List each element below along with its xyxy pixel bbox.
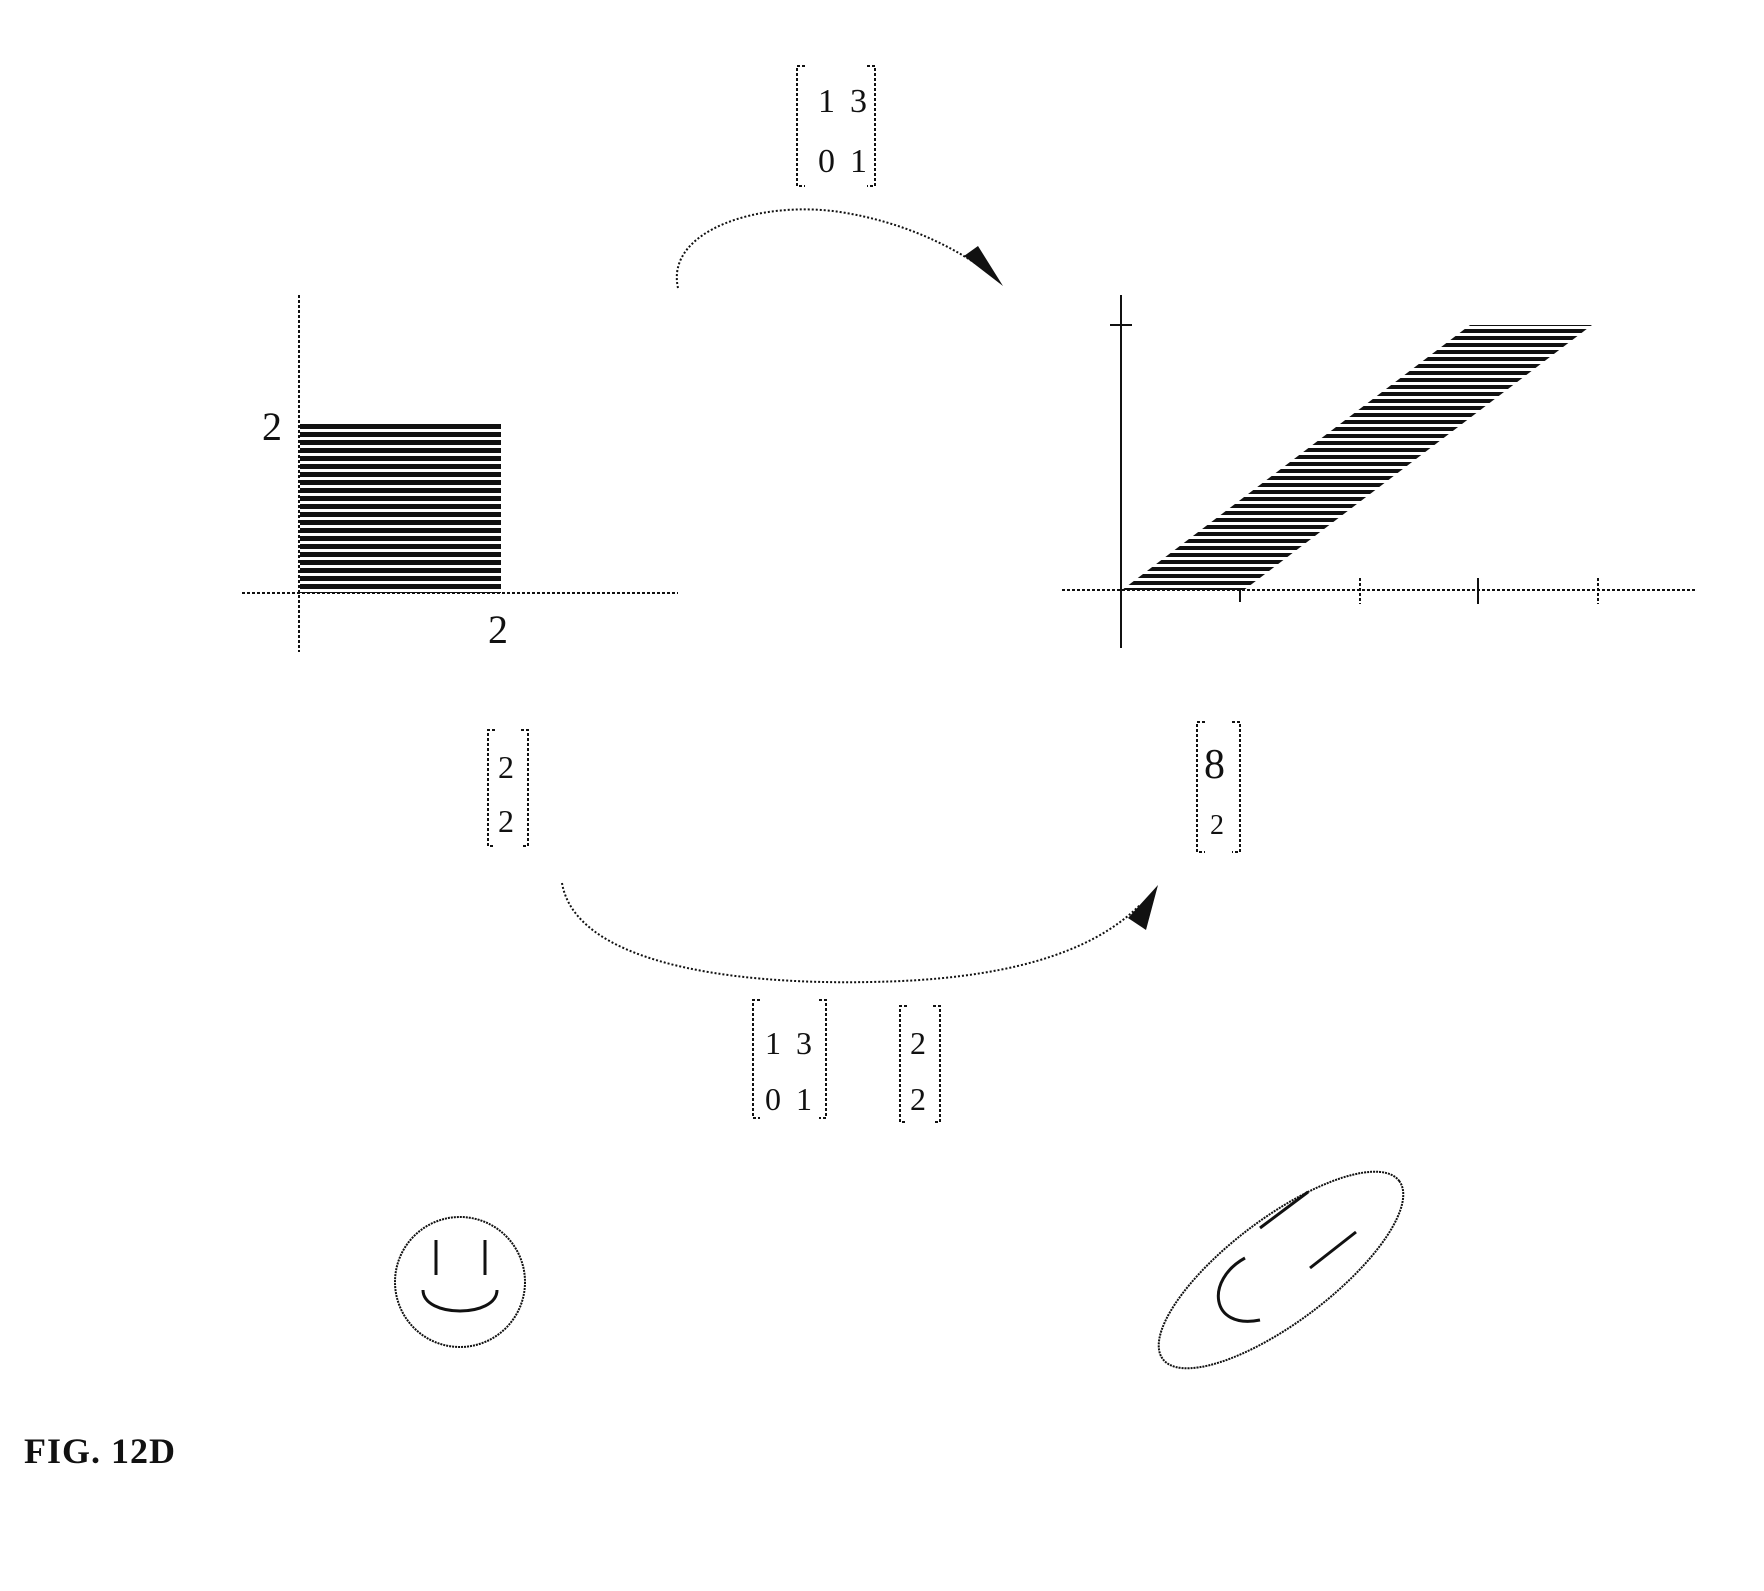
bottom-transform-matrix: 1 3 0 1 <box>752 999 827 1119</box>
left-plot: 2 2 <box>242 295 678 652</box>
bottom-vector-v2: 2 <box>910 1081 926 1117</box>
top-matrix-r1c2: 3 <box>850 83 867 120</box>
top-transform-arrow <box>675 208 986 289</box>
bottom-transform-arrow <box>561 882 1141 984</box>
left-y-tick-label: 2 <box>262 404 282 449</box>
top-arrowhead <box>964 246 1003 286</box>
output-vector-v2: 2 <box>1210 810 1224 841</box>
unit-square-shape <box>300 423 501 593</box>
input-vector-v2: 2 <box>498 803 514 839</box>
bottom-matrix-r1c2: 3 <box>796 1025 812 1061</box>
input-vector-v1: 2 <box>498 749 514 785</box>
output-vector: 8 2 <box>1196 721 1241 853</box>
bottom-matrix-r2c2: 1 <box>796 1081 812 1117</box>
figure-label: FIG. 12D <box>24 1431 176 1471</box>
smiley-face-icon <box>394 1216 526 1348</box>
right-plot <box>1062 295 1697 648</box>
output-vector-v1: 8 <box>1204 742 1225 788</box>
bottom-arrowhead <box>1128 885 1158 930</box>
bottom-vector: 2 2 <box>899 1005 941 1123</box>
top-transform-matrix: 1 3 0 1 <box>796 65 876 187</box>
input-vector: 2 2 <box>487 729 529 847</box>
sheared-parallelogram-shape <box>1122 325 1592 590</box>
bottom-vector-v1: 2 <box>910 1025 926 1061</box>
bottom-matrix-r2c1: 0 <box>765 1081 781 1117</box>
left-x-tick-label: 2 <box>488 607 508 652</box>
top-matrix-r2c1: 0 <box>818 143 835 180</box>
sheared-smiley-face-icon <box>1157 1170 1405 1370</box>
top-matrix-r1c1: 1 <box>818 83 835 120</box>
top-matrix-r2c2: 1 <box>850 143 867 180</box>
bottom-matrix-r1c1: 1 <box>765 1025 781 1061</box>
